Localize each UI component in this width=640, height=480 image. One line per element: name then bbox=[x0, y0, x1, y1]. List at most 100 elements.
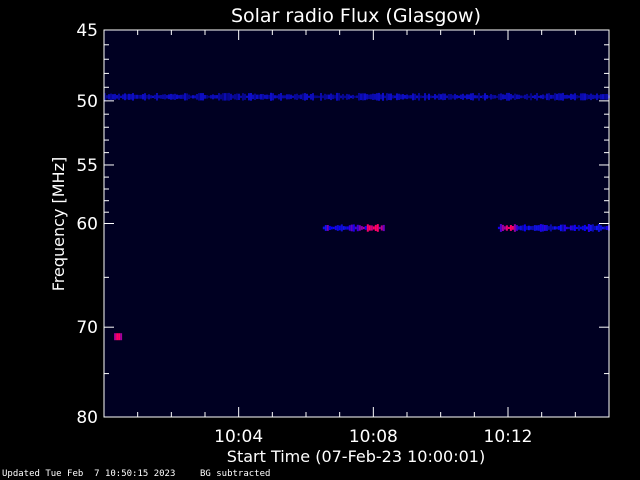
spectrogram-cell bbox=[330, 93, 332, 101]
spectrogram-cell bbox=[260, 94, 262, 100]
spectrogram-cell bbox=[210, 95, 212, 99]
spectrogram-cell bbox=[513, 224, 516, 232]
spectrogram-cell bbox=[202, 93, 204, 101]
spectrogram-cell bbox=[484, 93, 486, 101]
spectrogram-cell bbox=[146, 95, 148, 99]
spectrogram-cell bbox=[528, 95, 530, 98]
spectrogram-cell bbox=[374, 224, 377, 231]
spectrogram-cell bbox=[580, 93, 582, 101]
spectrogram-cell bbox=[450, 94, 452, 100]
spectrogram-cell bbox=[587, 224, 590, 232]
spectrogram-cell bbox=[358, 225, 361, 231]
spectrogram-cell bbox=[554, 93, 556, 101]
spectrogram-cell bbox=[362, 226, 365, 230]
spectrogram-cell bbox=[116, 95, 118, 99]
spectrogram-cell bbox=[559, 224, 562, 232]
spectrogram-cell bbox=[326, 225, 329, 231]
spectrogram-cell bbox=[308, 95, 310, 98]
spectrogram-cell bbox=[534, 94, 536, 99]
spectrogram-cell bbox=[535, 225, 538, 231]
spectrogram-cell bbox=[384, 95, 386, 99]
spectrogram-cell bbox=[533, 225, 536, 231]
spectrogram-cell bbox=[606, 93, 608, 100]
spectrogram-cell bbox=[538, 95, 540, 98]
spectrogram-cell bbox=[578, 95, 580, 98]
spectrogram-cell bbox=[394, 95, 396, 99]
spectrogram-cell bbox=[448, 94, 450, 100]
spectrogram-cell bbox=[158, 95, 160, 99]
spectrogram-cell bbox=[150, 95, 152, 99]
spectrogram-cell bbox=[458, 95, 460, 98]
spectrogram-cell bbox=[567, 226, 570, 230]
spectrogram-cell bbox=[524, 94, 526, 99]
spectrogram-cell bbox=[390, 93, 392, 101]
spectrogram-cell bbox=[188, 94, 190, 99]
spectrogram-cell bbox=[122, 94, 124, 100]
spectrogram-cell bbox=[346, 226, 349, 230]
spectrogram-cell bbox=[128, 93, 130, 100]
spectrogram-cell bbox=[230, 93, 232, 100]
spectrogram-cell bbox=[316, 95, 318, 99]
spectrogram-cell bbox=[232, 95, 234, 99]
spectrogram-cell bbox=[456, 95, 458, 99]
spectrogram-cell bbox=[108, 94, 110, 100]
spectrogram-cell bbox=[416, 95, 418, 99]
spectrogram-cell bbox=[136, 94, 138, 99]
spectrogram-cell bbox=[322, 95, 324, 99]
spectrogram-cell bbox=[517, 226, 520, 230]
spectrogram-cell bbox=[440, 94, 442, 100]
spectrogram-cell bbox=[334, 95, 336, 99]
spectrogram-cell bbox=[436, 95, 438, 99]
spectrogram-cell bbox=[228, 92, 230, 101]
y-tick-label: 50 bbox=[76, 92, 98, 112]
spectrogram-cell bbox=[348, 94, 350, 100]
spectrogram-cell bbox=[256, 94, 258, 99]
spectrogram-cell bbox=[404, 95, 406, 99]
spectrogram-cell bbox=[510, 94, 512, 100]
spectrogram-cell bbox=[498, 93, 500, 100]
spectrogram-cell bbox=[460, 94, 462, 99]
spectrogram-cell bbox=[184, 93, 186, 101]
spectrogram-cell bbox=[398, 93, 400, 100]
spectrogram-cell bbox=[599, 225, 602, 231]
spectrogram-cell bbox=[186, 93, 188, 101]
spectrogram-cell bbox=[472, 93, 474, 101]
spectrogram-cell bbox=[342, 226, 345, 230]
spectrogram-cell bbox=[124, 93, 126, 101]
spectrogram-cell bbox=[238, 93, 240, 100]
spectrogram-cell bbox=[338, 93, 340, 101]
spectrogram-cell bbox=[561, 224, 564, 232]
spectrogram-cell bbox=[597, 224, 600, 232]
spectrogram-cell bbox=[372, 226, 375, 230]
spectrogram-cell bbox=[412, 93, 414, 101]
spectrogram-cell bbox=[518, 94, 520, 99]
spectrogram-cell bbox=[605, 226, 608, 230]
spectrogram-cell bbox=[348, 225, 351, 231]
spectrogram-cell bbox=[508, 92, 510, 101]
emission-feature-2 bbox=[322, 224, 385, 232]
spectrogram-cell bbox=[276, 95, 278, 99]
spectrogram-cell bbox=[585, 226, 588, 230]
spectrogram-cell bbox=[542, 94, 544, 100]
spectrogram-cell bbox=[340, 95, 342, 99]
spectrogram-cell bbox=[582, 93, 584, 101]
spectrogram-cell bbox=[541, 224, 544, 232]
spectrogram-cell bbox=[543, 225, 546, 231]
spectrogram-cell bbox=[336, 92, 338, 101]
plot-area bbox=[103, 29, 610, 418]
spectrogram-cell bbox=[378, 92, 380, 101]
spectrogram-cell bbox=[523, 224, 526, 232]
y-axis-label: Frequency [MHz] bbox=[49, 157, 68, 291]
spectrogram-cell bbox=[324, 93, 326, 100]
spectrogram-cell bbox=[516, 94, 518, 100]
spectrogram-cell bbox=[551, 226, 554, 230]
spectrogram-cell bbox=[586, 94, 588, 100]
spectrogram-cell bbox=[138, 94, 140, 99]
spectrogram-cell bbox=[204, 95, 206, 99]
spectrogram-cell bbox=[304, 93, 306, 101]
spectrogram-cell bbox=[428, 93, 430, 100]
spectrogram-cell bbox=[220, 94, 222, 100]
y-tick-label: 80 bbox=[76, 408, 98, 428]
spectrogram-cell bbox=[266, 94, 268, 100]
